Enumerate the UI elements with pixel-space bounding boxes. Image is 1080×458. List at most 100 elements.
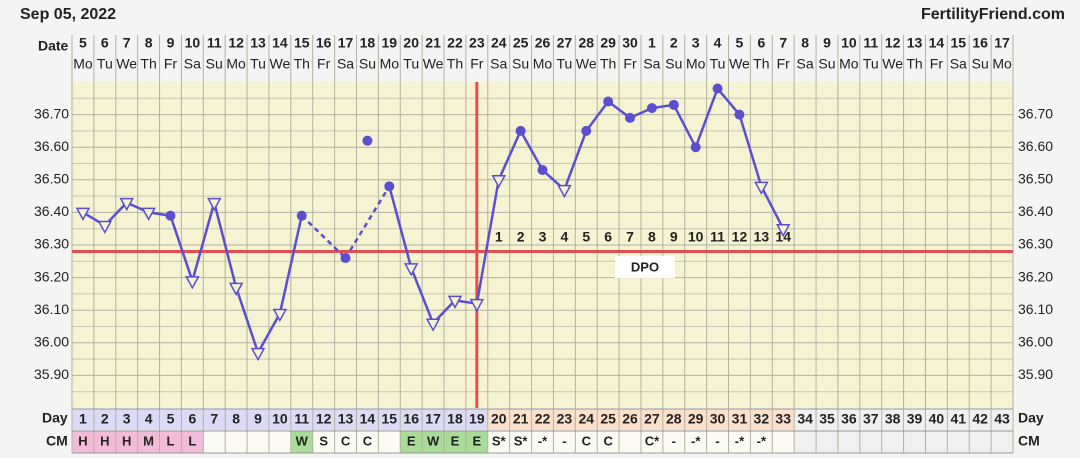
date-label: 20 bbox=[403, 35, 419, 51]
day-cell bbox=[662, 409, 685, 430]
day-cell bbox=[969, 409, 992, 430]
weekday-label: Th bbox=[294, 56, 310, 72]
day-cell bbox=[422, 409, 445, 430]
cm-label: L bbox=[167, 433, 175, 448]
y-tick-label: 35.90 bbox=[1018, 366, 1053, 382]
day-cell bbox=[597, 409, 620, 430]
y-tick-label: 36.70 bbox=[34, 105, 69, 121]
date-label: 18 bbox=[360, 35, 376, 51]
weekday-label: Sa bbox=[643, 56, 660, 72]
date-label: 10 bbox=[185, 35, 201, 51]
cm-cell bbox=[203, 431, 226, 453]
dpo-label: 13 bbox=[754, 229, 770, 245]
day-label: 20 bbox=[491, 411, 507, 427]
date-label: 13 bbox=[250, 35, 266, 51]
date-label: 16 bbox=[972, 35, 988, 51]
date-label: 11 bbox=[863, 35, 878, 51]
day-cell bbox=[794, 409, 817, 430]
date-label: 10 bbox=[841, 35, 857, 51]
cm-cell bbox=[750, 431, 773, 453]
weekday-label: Mo bbox=[226, 56, 246, 72]
date-label: 6 bbox=[757, 35, 765, 51]
day-cell bbox=[225, 409, 248, 430]
day-label: 15 bbox=[382, 411, 398, 427]
day-label: 10 bbox=[272, 411, 288, 427]
weekday-label: Tu bbox=[710, 56, 726, 72]
weekday-label: Mo bbox=[73, 56, 93, 72]
day-cell bbox=[356, 409, 379, 430]
temperature-point bbox=[403, 263, 419, 277]
dpo-label: 2 bbox=[517, 229, 525, 245]
temperature-point bbox=[668, 99, 679, 110]
cm-cell bbox=[575, 431, 598, 453]
date-label: 17 bbox=[338, 35, 354, 51]
day-label: 19 bbox=[469, 411, 485, 427]
cm-cell bbox=[947, 431, 970, 453]
day-label: 21 bbox=[513, 411, 529, 427]
weekday-label: We bbox=[729, 56, 750, 72]
temperature-point bbox=[603, 96, 614, 107]
date-label: 29 bbox=[600, 35, 616, 51]
cm-cell bbox=[487, 431, 510, 453]
day-cell bbox=[859, 409, 882, 430]
cm-label: M bbox=[143, 433, 154, 448]
temperature-segment bbox=[563, 130, 588, 191]
day-label: 39 bbox=[907, 411, 923, 427]
y-tick-label: 36.60 bbox=[34, 138, 69, 154]
date-label: 5 bbox=[736, 35, 744, 51]
dpo-label: 1 bbox=[495, 229, 503, 245]
day-label: 23 bbox=[557, 411, 573, 427]
temperature-point bbox=[557, 184, 572, 199]
dpo-label: 5 bbox=[582, 229, 590, 245]
day-label: 42 bbox=[972, 411, 988, 427]
day-cell bbox=[706, 409, 729, 430]
date-label: 15 bbox=[951, 35, 967, 51]
day-label: 13 bbox=[338, 411, 354, 427]
weekday-label: Mo bbox=[380, 56, 400, 72]
cm-row-label: CM bbox=[46, 433, 68, 449]
day-cell bbox=[465, 409, 488, 430]
day-label: 27 bbox=[644, 411, 660, 427]
cm-label: -* bbox=[735, 433, 745, 448]
day-row-label: Day bbox=[1018, 410, 1044, 426]
cm-cell bbox=[837, 431, 860, 453]
day-cell bbox=[619, 409, 641, 430]
weekday-label: Mo bbox=[992, 56, 1012, 72]
date-label: 23 bbox=[469, 35, 485, 51]
day-label: 12 bbox=[316, 411, 332, 427]
cm-cell bbox=[159, 431, 182, 453]
temperature-point bbox=[754, 181, 769, 195]
cm-cell bbox=[422, 431, 445, 453]
cm-label: - bbox=[562, 433, 566, 448]
cm-label: -* bbox=[757, 433, 767, 448]
dpo-label: 9 bbox=[670, 229, 678, 245]
brand: FertilityFriend.com bbox=[921, 6, 1065, 23]
weekday-label: Su bbox=[818, 56, 835, 72]
day-label: 11 bbox=[294, 411, 309, 427]
date-label: 30 bbox=[622, 35, 638, 51]
cm-cell bbox=[859, 431, 882, 453]
cm-label: -* bbox=[538, 433, 548, 448]
day-cell bbox=[575, 409, 598, 430]
temperature-segment bbox=[716, 87, 741, 116]
temperature-point bbox=[97, 220, 113, 235]
cm-cell bbox=[509, 431, 532, 453]
cm-label: W bbox=[296, 433, 309, 448]
weekday-label: Sa bbox=[950, 56, 967, 72]
day-cell bbox=[487, 409, 510, 430]
day-label: 2 bbox=[101, 411, 109, 427]
day-label: 8 bbox=[232, 411, 240, 427]
temperature-segment bbox=[300, 214, 347, 259]
weekday-label: Th bbox=[600, 56, 616, 72]
cm-cell bbox=[553, 431, 576, 453]
day-cell bbox=[925, 409, 948, 430]
weekday-label: Tu bbox=[863, 56, 879, 72]
date-label: 22 bbox=[447, 35, 463, 51]
dpo-label: 4 bbox=[560, 229, 568, 245]
weekday-label: Th bbox=[447, 56, 463, 72]
day-label: 29 bbox=[688, 411, 704, 427]
weekday-label: Sa bbox=[490, 56, 507, 72]
weekday-label: Su bbox=[206, 56, 223, 72]
date-label: 4 bbox=[714, 35, 722, 51]
